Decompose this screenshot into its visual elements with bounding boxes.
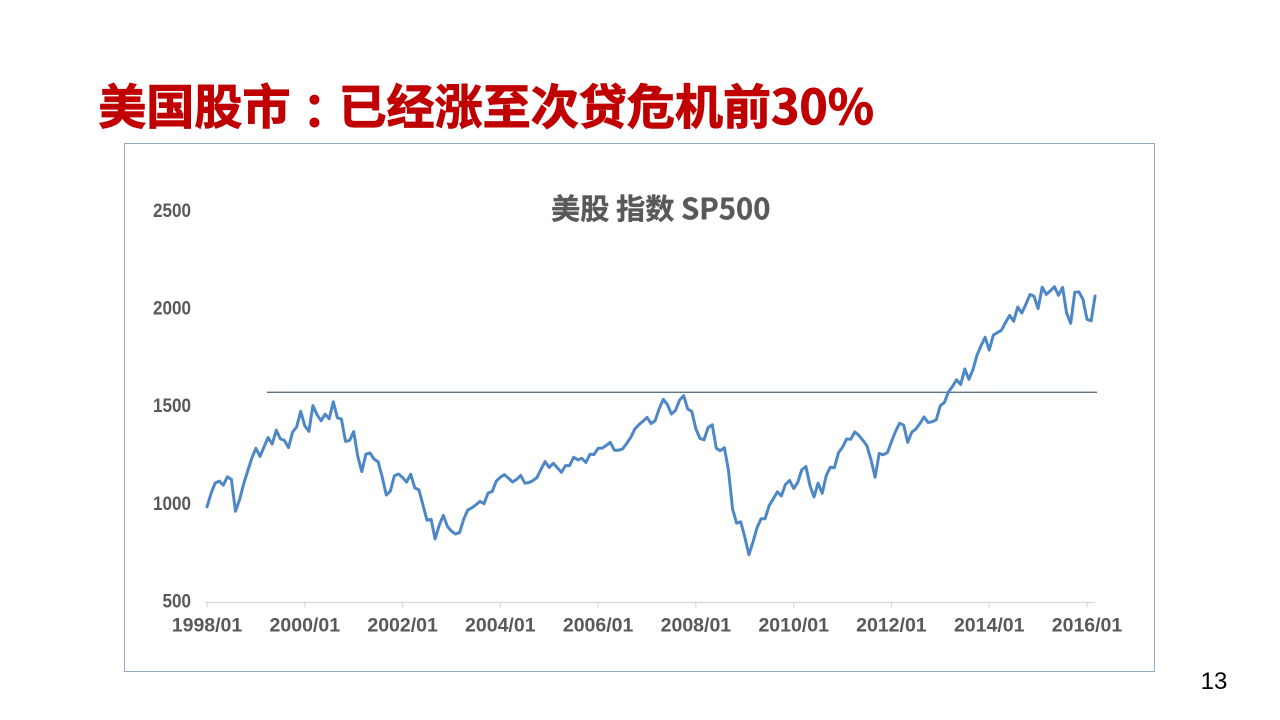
svg-text:2500: 2500: [153, 200, 191, 222]
svg-text:1000: 1000: [153, 493, 191, 515]
svg-text:2002/01: 2002/01: [367, 615, 438, 637]
svg-text:2000/01: 2000/01: [270, 615, 341, 637]
svg-text:2008/01: 2008/01: [661, 615, 732, 637]
svg-text:2014/01: 2014/01: [954, 615, 1025, 637]
svg-text:2016/01: 2016/01: [1052, 615, 1123, 637]
svg-text:2006/01: 2006/01: [563, 615, 634, 637]
svg-text:500: 500: [163, 591, 192, 613]
svg-text:2012/01: 2012/01: [856, 615, 927, 637]
svg-text:2010/01: 2010/01: [758, 615, 829, 637]
svg-text:1998/01: 1998/01: [172, 615, 243, 637]
svg-text:1500: 1500: [153, 395, 191, 417]
svg-text:2004/01: 2004/01: [465, 615, 536, 637]
svg-text:2000: 2000: [153, 298, 191, 320]
